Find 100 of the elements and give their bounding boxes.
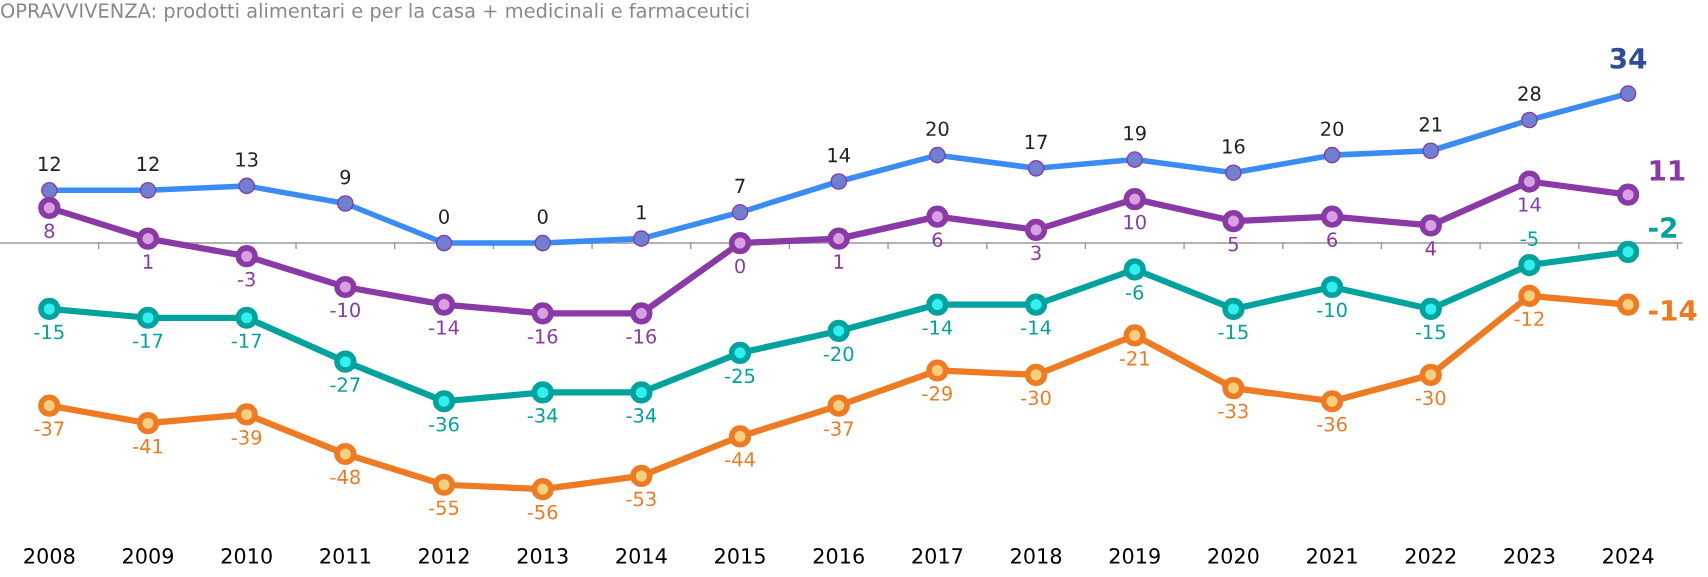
data-label: -36 — [429, 416, 459, 432]
data-label: -20 — [823, 346, 854, 362]
data-label: -17 — [231, 333, 261, 348]
data-label: 17 — [1025, 134, 1047, 150]
point — [1617, 293, 1640, 316]
point — [1617, 183, 1640, 206]
point — [235, 403, 258, 426]
point — [1419, 214, 1442, 237]
point — [38, 297, 61, 321]
point — [827, 319, 850, 343]
data-label: 11 — [1650, 160, 1685, 181]
data-label: -10 — [1317, 302, 1347, 318]
point — [926, 205, 949, 228]
point — [1518, 170, 1541, 193]
data-label: 5 — [1228, 236, 1238, 252]
data-label: -56 — [527, 504, 558, 520]
x-tick-label: 2012 — [419, 548, 469, 564]
point — [432, 293, 456, 316]
data-label: 6 — [932, 232, 943, 247]
data-label: -14 — [922, 320, 953, 335]
data-label: -25 — [725, 368, 755, 384]
data-label: 6 — [1327, 232, 1338, 247]
x-tick-label: 2010 — [221, 548, 272, 564]
data-label: 14 — [1519, 197, 1541, 212]
point — [728, 341, 752, 365]
point — [630, 464, 653, 488]
data-label: 13 — [236, 152, 258, 167]
data-label: 20 — [926, 121, 949, 137]
point — [136, 306, 160, 329]
data-label: -14 — [1021, 320, 1051, 335]
point — [334, 442, 357, 466]
data-label: 1 — [834, 254, 844, 269]
point — [1320, 275, 1344, 299]
data-label: -33 — [1218, 403, 1248, 419]
data-label: -14 — [1649, 300, 1697, 321]
data-label: -48 — [330, 469, 360, 485]
data-label: -15 — [1415, 324, 1445, 340]
data-label: -30 — [1415, 390, 1446, 406]
x-tick-label: 2023 — [1504, 548, 1555, 564]
point — [1123, 324, 1146, 347]
data-label: -55 — [429, 500, 459, 516]
x-tick-label: 2014 — [616, 548, 667, 564]
data-label: 4 — [1425, 241, 1436, 256]
data-label: 1 — [143, 254, 153, 269]
data-label: 12 — [137, 156, 159, 171]
data-label: -34 — [527, 408, 558, 423]
data-label: -16 — [527, 328, 558, 344]
data-label: -44 — [725, 452, 755, 467]
data-label: 1 — [637, 205, 646, 220]
point — [1617, 240, 1640, 263]
point — [1419, 363, 1442, 386]
point — [38, 196, 61, 219]
data-label: -53 — [626, 491, 656, 507]
x-tick-label: 2020 — [1208, 548, 1259, 564]
data-label: 21 — [1419, 117, 1442, 132]
data-label: -3 — [237, 271, 255, 287]
x-tick-label: 2013 — [517, 548, 568, 564]
data-label: -37 — [823, 421, 853, 436]
point — [334, 275, 357, 299]
point — [1419, 297, 1442, 321]
point — [630, 381, 653, 404]
data-label: -14 — [429, 320, 459, 335]
x-tick-label: 2022 — [1405, 548, 1456, 564]
point — [531, 478, 554, 501]
x-tick-label: 2008 — [24, 548, 75, 564]
data-label: 0 — [439, 209, 449, 224]
data-label: 12 — [39, 156, 60, 171]
data-label: -17 — [133, 333, 163, 348]
point — [827, 227, 850, 250]
data-label: -29 — [922, 386, 952, 401]
point — [1222, 376, 1245, 400]
x-tick-label: 2015 — [715, 548, 765, 564]
data-label: -41 — [133, 439, 163, 454]
point — [1518, 284, 1541, 307]
point — [1320, 390, 1344, 413]
data-label: -15 — [34, 324, 64, 340]
data-label: 0 — [735, 258, 745, 274]
point — [926, 359, 949, 382]
point — [136, 227, 160, 250]
data-label: 14 — [828, 148, 850, 163]
data-label: 20 — [1321, 121, 1344, 137]
data-label: -30 — [1021, 390, 1051, 406]
data-label: 9 — [340, 169, 351, 185]
x-tick-label: 2018 — [1011, 548, 1062, 564]
data-label: 7 — [735, 178, 745, 193]
data-label: -12 — [1514, 311, 1544, 326]
x-tick-label: 2016 — [813, 548, 864, 564]
data-label: -15 — [1218, 324, 1248, 340]
point — [136, 412, 160, 435]
data-label: 10 — [1124, 214, 1146, 230]
data-label: -37 — [34, 421, 64, 436]
x-tick-label: 2019 — [1109, 548, 1160, 564]
chart-title: OPRAVVIVENZA: prodotti alimentari e per la casa + medicinali e farmaceutici — [1, 2, 749, 22]
point — [531, 302, 554, 325]
point — [827, 394, 850, 417]
data-label: -6 — [1126, 285, 1144, 300]
data-label: -2 — [1649, 217, 1676, 238]
data-label: 28 — [1518, 86, 1541, 101]
data-label: -5 — [1520, 231, 1538, 246]
x-tick-label: 2009 — [123, 548, 174, 564]
